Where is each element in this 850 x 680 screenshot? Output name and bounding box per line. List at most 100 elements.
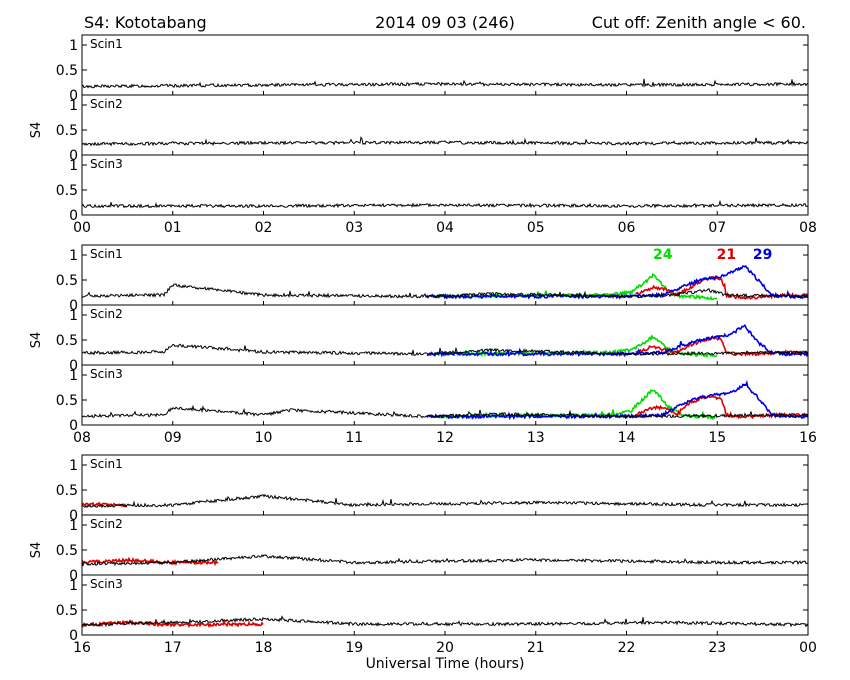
x-tick-label: 17 <box>164 640 182 656</box>
x-tick-label: 07 <box>708 220 726 236</box>
panel-scin1-1: 1 0.5 0 Scin1 <box>56 34 809 104</box>
y-tick-label: 1 <box>69 518 78 534</box>
y-tick-label: 1 <box>69 248 78 264</box>
panel-label: Scin2 <box>90 517 123 531</box>
x-tick-label: 13 <box>527 430 545 446</box>
y-tick-label: 0.5 <box>56 333 78 349</box>
series-group <box>82 324 808 359</box>
x-tick-label: 12 <box>436 430 454 446</box>
x-tick-label: 08 <box>799 220 817 236</box>
panel-label: Scin1 <box>90 457 123 471</box>
y-tick-label: 1 <box>69 368 78 384</box>
y-tick-label: 0 <box>69 418 78 434</box>
y-tick-label: 1 <box>69 98 78 114</box>
y-tick-label: 1 <box>69 158 78 174</box>
series-other-line <box>82 554 808 567</box>
series-other-line <box>82 404 808 419</box>
series-group <box>82 615 808 629</box>
x-tick-label: 16 <box>799 430 817 446</box>
y-tick-label: 0.5 <box>56 543 78 559</box>
series-other-line <box>82 343 808 357</box>
x-tick-label: 14 <box>618 430 636 446</box>
y-tick-label: 0 <box>69 358 78 374</box>
series-extra-line <box>82 618 264 629</box>
x-tick-label: 05 <box>527 220 545 236</box>
y-tick-label: 0.5 <box>56 63 78 79</box>
y-axis-label: S4 <box>29 542 44 559</box>
y-tick-label: 0 <box>69 208 78 224</box>
series-other-line <box>82 199 808 209</box>
series-other-line <box>82 78 808 89</box>
series-other-line <box>82 136 808 147</box>
series-other-line <box>82 493 808 509</box>
x-tick-label: 23 <box>708 640 726 656</box>
y-tick-label: 0 <box>69 88 78 104</box>
panel-scin3-2: 1 0.5 0 Scin3 <box>56 364 809 434</box>
x-tick-label: 15 <box>708 430 726 446</box>
series-group <box>82 264 808 301</box>
chart-group-3: 1 0.5 0 Scin1 1 0.5 0 Scin2 1 0.5 0 Scin3 S4 16 17 18 19… <box>29 454 817 672</box>
panel-frame <box>81 94 809 156</box>
prn-label-29: 29 <box>753 247 772 263</box>
series-group <box>82 493 808 509</box>
x-tick-label: 03 <box>345 220 363 236</box>
chart-group-1: 1 0.5 0 Scin1 1 0.5 0 Scin2 1 0.5 0 Scin3 S4 00 01 02 03… <box>29 34 817 236</box>
y-tick-label: 0.5 <box>56 393 78 409</box>
prn-label-24: 24 <box>653 247 673 263</box>
panel-label: Scin3 <box>90 367 123 381</box>
x-tick-label: 01 <box>164 220 182 236</box>
series-prn29-line <box>426 379 808 421</box>
panel-label: Scin3 <box>90 577 123 591</box>
series-group <box>82 78 808 89</box>
x-tick-label: 04 <box>436 220 454 236</box>
x-tick-label: 20 <box>436 640 454 656</box>
y-axis-label: S4 <box>29 332 44 349</box>
panel-frame <box>81 454 809 516</box>
x-tick-label: 21 <box>527 640 545 656</box>
y-tick-label: 0.5 <box>56 123 78 139</box>
y-tick-label: 0.5 <box>56 483 78 499</box>
y-tick-label: 0 <box>69 148 78 164</box>
x-tick-label: 00 <box>73 220 91 236</box>
series-group <box>82 136 808 147</box>
y-tick-label: 0.5 <box>56 603 78 619</box>
y-tick-label: 0 <box>69 298 78 314</box>
x-tick-label: 09 <box>164 430 182 446</box>
panel-scin1-2: 1 0.5 0 Scin1 <box>56 244 809 314</box>
series-group <box>82 554 808 567</box>
y-axis-label: S4 <box>29 122 44 139</box>
series-group <box>82 199 808 209</box>
panel-label: Scin3 <box>90 157 123 171</box>
x-tick-label: 00 <box>799 640 817 656</box>
x-tick-label: 16 <box>73 640 91 656</box>
y-tick-label: 0 <box>69 508 78 524</box>
panel-label: Scin2 <box>90 307 123 321</box>
x-tick-label: 08 <box>73 430 91 446</box>
x-tick-label: 22 <box>618 640 636 656</box>
series-group <box>82 379 808 421</box>
y-tick-label: 1 <box>69 308 78 324</box>
date-title: 2014 09 03 (246) <box>375 13 515 32</box>
chart-group-2: 1 0.5 0 Scin1 1 0.5 0 Scin2 1 0.5 0 Scin3 S4 08 09 10 11… <box>29 244 817 446</box>
panel-label: Scin1 <box>90 247 123 261</box>
y-tick-label: 0.5 <box>56 273 78 289</box>
panel-label: Scin2 <box>90 97 123 111</box>
y-tick-label: 0.5 <box>56 183 78 199</box>
panel-label: Scin1 <box>90 37 123 51</box>
y-tick-label: 1 <box>69 578 78 594</box>
panel-scin3-1: 1 0.5 0 Scin3 <box>56 154 809 224</box>
x-tick-label: 10 <box>255 430 273 446</box>
x-tick-label: 19 <box>345 640 363 656</box>
panel-scin2-2: 1 0.5 0 Scin2 <box>56 304 809 374</box>
x-tick-label: 11 <box>345 430 363 446</box>
y-tick-label: 0 <box>69 568 78 584</box>
panel-scin2-3: 1 0.5 0 Scin2 <box>56 514 809 584</box>
x-tick-label: 06 <box>618 220 636 236</box>
series-other-line <box>82 615 808 628</box>
x-axis-label: Universal Time (hours) <box>366 656 525 672</box>
panel-frame <box>81 514 809 576</box>
series-prn29-line <box>426 264 808 300</box>
y-tick-label: 1 <box>69 458 78 474</box>
y-tick-label: 1 <box>69 38 78 54</box>
